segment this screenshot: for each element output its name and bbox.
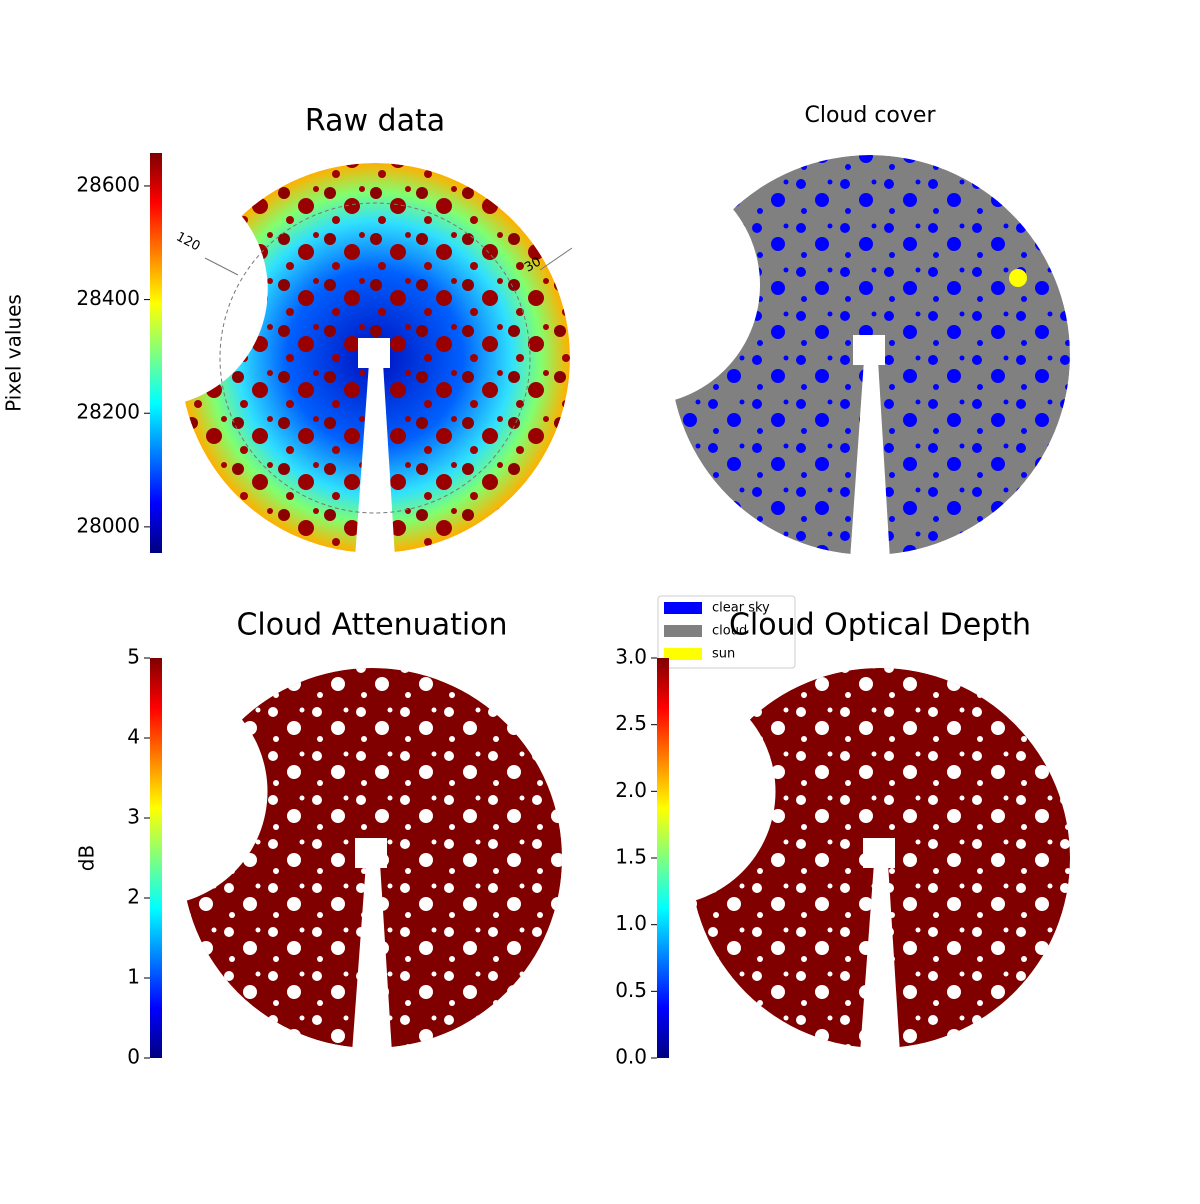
panel-title: Cloud cover — [805, 103, 937, 128]
legend-swatch — [664, 625, 702, 637]
colorbar — [150, 658, 162, 1058]
legend-label: clear sky — [712, 601, 770, 616]
sky-blobs — [670, 155, 1070, 555]
colorbar-tick-label: 0.5 — [615, 978, 647, 1002]
azimuth-label: 120 — [174, 230, 203, 255]
panel-title: Raw data — [305, 104, 445, 139]
legend-swatch — [664, 648, 702, 660]
sky-blobs — [182, 668, 562, 1048]
sky-image — [182, 668, 562, 1048]
colorbar — [657, 658, 669, 1058]
colorbar-tick-label: 28600 — [76, 172, 140, 196]
colorbar-tick-label: 2.0 — [615, 778, 647, 802]
azimuth-ring — [219, 202, 531, 514]
colorbar-tick-label: 28000 — [76, 513, 140, 537]
colorbar-tick-label: 28400 — [76, 286, 140, 310]
legend-label: sun — [712, 647, 735, 662]
sun-marker — [1009, 269, 1027, 287]
sky-blobs — [180, 163, 570, 553]
colorbar-tick-label: 3.0 — [615, 645, 647, 669]
colorbar-tick-label: 4 — [127, 725, 140, 749]
colorbar — [150, 153, 162, 553]
sky-image — [670, 155, 1070, 555]
azimuth-line — [539, 247, 573, 271]
azimuth-label: 30 — [522, 254, 544, 275]
colorbar-tick-label: 3 — [127, 805, 140, 829]
legend-label: cloud — [712, 624, 747, 639]
colorbar-tick-label: 0.0 — [615, 1045, 647, 1069]
colorbar-label: Pixel values — [2, 294, 26, 412]
colorbar-tick-label: 2 — [127, 885, 140, 909]
colorbar-tick-label: 1.0 — [615, 911, 647, 935]
sky-blobs — [690, 668, 1070, 1048]
panel-title: Cloud Optical Depth — [729, 608, 1031, 643]
colorbar-tick-label: 0 — [127, 1045, 140, 1069]
sky-image — [690, 668, 1070, 1048]
colorbar-tick-label: 1.5 — [615, 845, 647, 869]
colorbar-tick-label: 5 — [127, 645, 140, 669]
colorbar-label: dB — [75, 845, 99, 871]
sky-image — [180, 163, 570, 553]
colorbar-tick-label: 1 — [127, 965, 140, 989]
azimuth-line — [204, 257, 239, 276]
colorbar-tick-label: 28200 — [76, 400, 140, 424]
legend-swatch — [664, 602, 702, 614]
colorbar-tick-label: 2.5 — [615, 711, 647, 735]
panel-title: Cloud Attenuation — [236, 608, 507, 643]
